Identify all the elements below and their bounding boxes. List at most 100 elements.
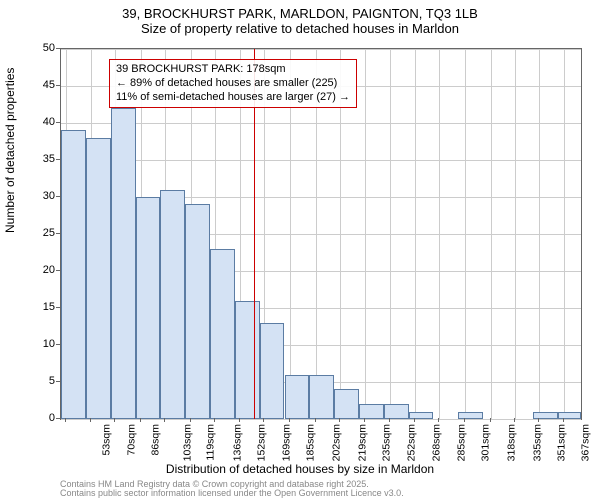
y-tick-mark [56, 196, 60, 197]
y-tick-label: 20 [43, 264, 55, 276]
x-tick-mark [90, 418, 91, 422]
histogram-bar [235, 301, 260, 419]
x-tick-mark [263, 418, 264, 422]
x-axis-label: Distribution of detached houses by size … [0, 462, 600, 476]
x-tick-label: 367sqm [579, 424, 591, 461]
histogram-bar [533, 412, 558, 419]
gridline-v [390, 49, 391, 419]
y-tick-label: 40 [43, 116, 55, 128]
histogram-bar [558, 412, 581, 419]
x-tick-label: 119sqm [205, 424, 217, 461]
footer-line2: Contains public sector information licen… [60, 489, 404, 498]
histogram-bar [136, 197, 161, 419]
gridline-v [564, 49, 565, 419]
x-tick-mark [389, 418, 390, 422]
histogram-bar [111, 108, 136, 419]
y-tick-label: 35 [43, 153, 55, 165]
x-tick-label: 136sqm [231, 424, 243, 461]
y-tick-label: 25 [43, 227, 55, 239]
y-tick-label: 0 [49, 412, 55, 424]
y-axis-label: Number of detached properties [3, 68, 17, 233]
x-tick-mark [514, 418, 515, 422]
gridline-v [491, 49, 492, 419]
x-tick-label: 169sqm [281, 424, 293, 461]
x-tick-label: 70sqm [126, 424, 138, 456]
histogram-bar [334, 389, 359, 419]
gridline-v [539, 49, 540, 419]
x-tick-mark [464, 418, 465, 422]
histogram-bar [160, 190, 185, 419]
y-tick-mark [56, 344, 60, 345]
x-tick-mark [214, 418, 215, 422]
x-tick-label: 185sqm [305, 424, 317, 461]
x-tick-label: 219sqm [356, 424, 368, 461]
x-tick-label: 335sqm [531, 424, 543, 461]
x-tick-mark [438, 418, 439, 422]
histogram-bar [185, 204, 210, 419]
chart-title-block: 39, BROCKHURST PARK, MARLDON, PAIGNTON, … [0, 6, 600, 36]
x-tick-mark [538, 418, 539, 422]
y-tick-mark [56, 418, 60, 419]
annotation-line: ← 89% of detached houses are smaller (22… [116, 77, 350, 91]
gridline-v [365, 49, 366, 419]
gridline-v [515, 49, 516, 419]
footer-attribution: Contains HM Land Registry data © Crown c… [60, 480, 404, 499]
x-tick-label: 318sqm [505, 424, 517, 461]
title-line1: 39, BROCKHURST PARK, MARLDON, PAIGNTON, … [0, 6, 600, 21]
y-tick-label: 15 [43, 301, 55, 313]
x-tick-mark [289, 418, 290, 422]
x-tick-label: 103sqm [181, 424, 193, 461]
histogram-bar [384, 404, 409, 419]
x-tick-mark [164, 418, 165, 422]
x-tick-label: 268sqm [430, 424, 442, 461]
gridline-v [439, 49, 440, 419]
y-tick-mark [56, 307, 60, 308]
histogram-bar [86, 138, 111, 419]
x-tick-mark [114, 418, 115, 422]
x-tick-label: 252sqm [406, 424, 418, 461]
x-tick-mark [490, 418, 491, 422]
x-tick-mark [563, 418, 564, 422]
x-tick-mark [190, 418, 191, 422]
x-tick-label: 301sqm [480, 424, 492, 461]
x-tick-label: 202sqm [330, 424, 342, 461]
y-tick-mark [56, 381, 60, 382]
y-tick-mark [56, 85, 60, 86]
x-tick-mark [414, 418, 415, 422]
y-tick-label: 5 [49, 375, 55, 387]
annotation-box: 39 BROCKHURST PARK: 178sqm← 89% of detac… [109, 59, 357, 108]
histogram-bar [260, 323, 285, 419]
histogram-bar [409, 412, 434, 419]
gridline-h [61, 123, 581, 124]
x-tick-label: 86sqm [150, 424, 162, 456]
histogram-bar [359, 404, 384, 419]
x-tick-mark [364, 418, 365, 422]
y-tick-label: 50 [43, 42, 55, 54]
x-tick-label: 235sqm [380, 424, 392, 461]
x-tick-label: 285sqm [456, 424, 468, 461]
x-tick-mark [315, 418, 316, 422]
x-tick-label: 351sqm [555, 424, 567, 461]
x-tick-mark [65, 418, 66, 422]
y-tick-label: 30 [43, 190, 55, 202]
histogram-bar [61, 130, 86, 419]
y-tick-mark [56, 122, 60, 123]
histogram-chart: 39 BROCKHURST PARK: 178sqm← 89% of detac… [60, 48, 582, 420]
gridline-h [61, 160, 581, 161]
histogram-bar [458, 412, 483, 419]
y-tick-label: 45 [43, 79, 55, 91]
histogram-bar [210, 249, 235, 419]
x-tick-label: 152sqm [255, 424, 267, 461]
histogram-bar [309, 375, 334, 419]
annotation-line: 11% of semi-detached houses are larger (… [116, 91, 350, 105]
title-line2: Size of property relative to detached ho… [0, 21, 600, 36]
y-tick-label: 10 [43, 338, 55, 350]
y-tick-mark [56, 233, 60, 234]
gridline-v [465, 49, 466, 419]
x-tick-mark [239, 418, 240, 422]
histogram-bar [285, 375, 310, 419]
gridline-h [61, 49, 581, 50]
y-tick-mark [56, 270, 60, 271]
y-tick-mark [56, 159, 60, 160]
y-tick-mark [56, 48, 60, 49]
